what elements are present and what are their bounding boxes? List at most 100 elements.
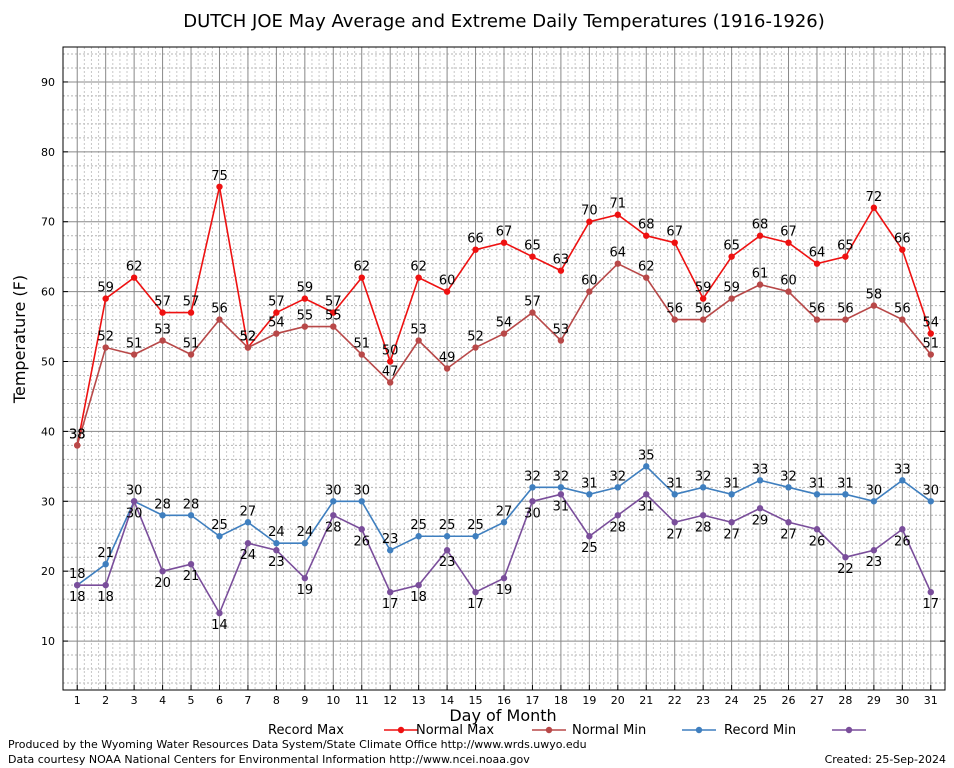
data-point [102, 581, 109, 589]
legend-item: Record Min [724, 723, 866, 738]
data-label: 30 [866, 483, 883, 498]
data-label: 17 [923, 597, 940, 612]
data-label: 28 [154, 497, 171, 512]
data-point [813, 491, 821, 498]
data-label: 51 [183, 337, 200, 352]
x-tick-label: 10 [326, 694, 340, 707]
data-label: 56 [894, 302, 911, 317]
data-point [130, 351, 138, 358]
data-point [358, 526, 365, 533]
data-point [273, 540, 280, 547]
data-label: 52 [240, 330, 257, 345]
data-label: 28 [610, 520, 627, 535]
data-point [529, 309, 536, 316]
data-point [244, 519, 252, 526]
data-label: 59 [695, 281, 712, 296]
data-point [500, 239, 508, 246]
data-label: 19 [297, 583, 314, 598]
data-point [386, 547, 394, 554]
data-label: 62 [638, 260, 655, 275]
y-tick-label: 30 [41, 495, 55, 508]
data-label: 35 [638, 448, 655, 463]
data-point [216, 183, 223, 190]
data-label: 28 [183, 497, 200, 512]
data-label: 56 [211, 302, 228, 317]
x-tick-label: 24 [725, 694, 739, 707]
data-label: 30 [325, 483, 342, 498]
x-tick-label: 6 [216, 694, 223, 707]
data-point [813, 316, 821, 323]
legend-label: Normal Min [572, 723, 646, 738]
x-tick-label: 19 [582, 694, 596, 707]
data-label: 65 [524, 239, 541, 254]
data-label: 72 [866, 190, 883, 205]
data-point [728, 491, 735, 498]
data-label: 23 [439, 555, 456, 570]
data-point [899, 246, 906, 253]
data-label: 54 [923, 316, 940, 331]
legend-label: Record Min [724, 723, 796, 738]
data-point [386, 358, 394, 365]
data-label: 32 [780, 469, 797, 484]
data-point [472, 344, 479, 351]
data-label: 17 [467, 597, 484, 612]
x-tick-label: 21 [639, 694, 653, 707]
data-label: 25 [410, 518, 427, 533]
data-point [899, 526, 906, 533]
x-axis-title: Day of Month [449, 706, 556, 725]
data-label: 18 [69, 567, 86, 582]
data-point [870, 204, 878, 211]
data-point [273, 330, 280, 337]
data-point [358, 274, 365, 281]
y-tick-label: 50 [41, 356, 55, 369]
data-label: 68 [638, 218, 655, 233]
data-label: 52 [97, 330, 114, 345]
x-tick-label: 7 [244, 694, 251, 707]
data-point [415, 533, 422, 540]
data-point [216, 316, 223, 323]
data-point [870, 498, 878, 505]
data-label: 19 [496, 583, 513, 598]
data-label: 30 [524, 506, 541, 521]
data-point [74, 442, 81, 449]
data-point [671, 491, 678, 498]
data-point [756, 477, 764, 484]
x-tick-label: 12 [383, 694, 397, 707]
series-normal-max: 38 52 51 53 51 56 52 54 55 55 51 47 53 49 52 54 57 53 60 64… [69, 246, 939, 449]
data-label: 67 [496, 225, 513, 240]
data-point [273, 309, 280, 316]
x-tick-label: 31 [924, 694, 938, 707]
x-tick-label: 29 [867, 694, 881, 707]
data-point [870, 547, 878, 554]
data-label: 65 [723, 239, 740, 254]
data-label: 32 [553, 469, 570, 484]
data-label: 70 [581, 204, 598, 219]
y-tick-label: 60 [41, 286, 55, 299]
data-label: 51 [126, 337, 143, 352]
data-label: 56 [666, 302, 683, 317]
x-tick-label: 25 [753, 694, 767, 707]
data-point [187, 351, 195, 358]
data-point [813, 526, 821, 533]
data-point [557, 491, 565, 498]
data-point [842, 554, 849, 561]
data-point [842, 253, 849, 260]
legend-item: Record Max [268, 723, 418, 738]
data-label: 32 [524, 469, 541, 484]
x-tick-label: 13 [412, 694, 426, 707]
legend-marker [545, 726, 553, 734]
data-point [728, 295, 735, 302]
data-point [699, 512, 707, 519]
data-label: 25 [581, 541, 598, 556]
data-point [586, 288, 593, 295]
data-point [330, 498, 337, 505]
data-label: 57 [524, 295, 541, 310]
data-point [330, 323, 337, 330]
y-tick-label: 80 [41, 146, 55, 159]
data-point [899, 477, 906, 484]
data-point [813, 260, 821, 267]
data-point [443, 533, 451, 540]
data-point [472, 588, 479, 596]
data-point [472, 533, 479, 540]
